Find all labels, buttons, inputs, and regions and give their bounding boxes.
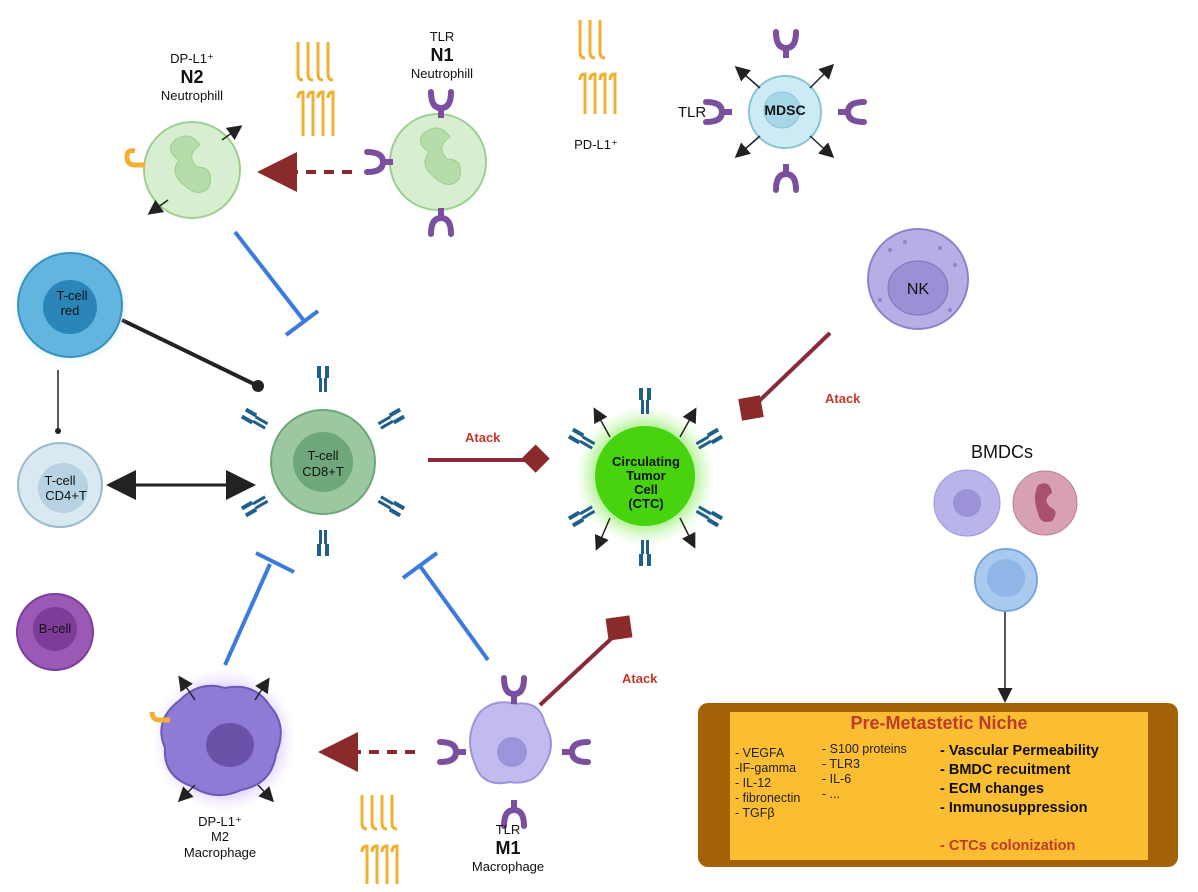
n2-name-label: N2 <box>180 67 204 87</box>
n1-sup-label: TLR <box>429 29 455 44</box>
factor-item: - TGFβ <box>735 806 775 820</box>
effect-item: - BMDC recuitment <box>940 762 1071 778</box>
n2-sup-label: DP-L1⁺ <box>170 51 214 66</box>
m2-macrophage <box>149 668 296 812</box>
m1-name-label: M1 <box>495 838 521 858</box>
ctc-line3: Cell <box>634 482 658 497</box>
tcell-red-to-cd8-line <box>121 318 264 392</box>
n1-name-label: N1 <box>430 45 454 65</box>
niche-factors-right: - S100 proteins - TLR3 - IL-6 - ... <box>822 742 907 802</box>
m1-inhibit-line <box>401 551 490 662</box>
niche-inner-box <box>730 712 1148 860</box>
tcell-cd4-line2: CD4+T <box>45 488 87 503</box>
m2-sup-label: DP-L1⁺ <box>198 814 242 829</box>
cd8-attack-line <box>428 444 550 473</box>
factor-item: - IL-12 <box>735 776 772 790</box>
ctc-line1: Circulating <box>612 454 680 469</box>
tcell-cd4 <box>17 442 103 528</box>
ctc-cell <box>567 388 724 566</box>
m2-name-label: M2 <box>210 829 230 844</box>
attack-label-m1: Atack <box>622 671 658 686</box>
tcell-cd8-line1: T-cell <box>307 448 339 463</box>
tcell-red-line1: T-cell <box>56 288 88 303</box>
niche-factors-left: - VEGFA -IF-gamma - IL-12 - fibronectin … <box>735 746 800 821</box>
attack-label-cd8: Atack <box>465 430 501 445</box>
factor-item: -IF-gamma <box>735 761 797 775</box>
bmdcs-label: BMDCs <box>971 442 1033 462</box>
bmdc-cells <box>933 469 1078 612</box>
effect-item: - Vascular Permeability <box>940 743 1099 759</box>
ctc-line4: (CTC) <box>628 496 664 511</box>
effect-item: - ECM changes <box>940 781 1044 797</box>
ctc-line2: Tumor <box>626 468 666 483</box>
bcell <box>16 593 94 671</box>
factor-item: - TLR3 <box>822 757 860 771</box>
pdl1-label: PD-L1⁺ <box>574 137 618 152</box>
niche-title: Pre-Metastetic Niche <box>850 713 1028 733</box>
n1-neutrophil <box>367 92 487 234</box>
mdsc-tlr-label: TLR <box>677 104 707 121</box>
attack-label-nk: Atack <box>825 391 861 406</box>
nk-cell <box>867 228 969 330</box>
factor-item: - S100 proteins <box>822 742 907 756</box>
n2-type-label: Neutrophill <box>160 88 224 103</box>
niche-effects: - Vascular Permeability - BMDC recuitmen… <box>940 742 1099 818</box>
n2-inhibit-line <box>233 230 320 337</box>
tcell-cd4-line1: T-cell <box>44 473 76 488</box>
factor-item: - ... <box>822 787 841 801</box>
effect-item: - Inmunosuppression <box>940 800 1088 816</box>
m1-attack-line <box>538 615 633 707</box>
tcell-cd8 <box>240 366 406 556</box>
m1-macrophage <box>440 678 588 826</box>
ctc-colonization-label: - CTCs colonization <box>940 838 1076 854</box>
factor-item: - fibronectin <box>735 791 801 805</box>
tcell-red-line2: red <box>60 303 80 318</box>
nk-attack-line <box>738 331 832 421</box>
tcell-cd8-line2: CD8+T <box>302 464 344 479</box>
mdsc-cell <box>706 32 864 190</box>
n1-type-label: Neutrophill <box>410 66 474 81</box>
factor-item: - IL-6 <box>822 772 852 786</box>
tcell-red <box>10 245 130 365</box>
m1-type-label: Macrophage <box>471 859 545 874</box>
nk-label: NK <box>906 281 930 298</box>
m1-sup-label: TLR <box>495 822 521 837</box>
m2-type-label: Macrophage <box>183 845 257 860</box>
factor-item: - VEGFA <box>735 746 785 760</box>
m2-inhibit-line <box>223 551 295 666</box>
n2-neutrophil <box>124 121 243 219</box>
pdl1-ligand-glyphs <box>296 20 617 884</box>
mdsc-name-label: MDSC <box>764 102 806 118</box>
tcell-red-to-cd4-line <box>55 370 61 434</box>
bcell-label: B-cell <box>38 621 72 636</box>
